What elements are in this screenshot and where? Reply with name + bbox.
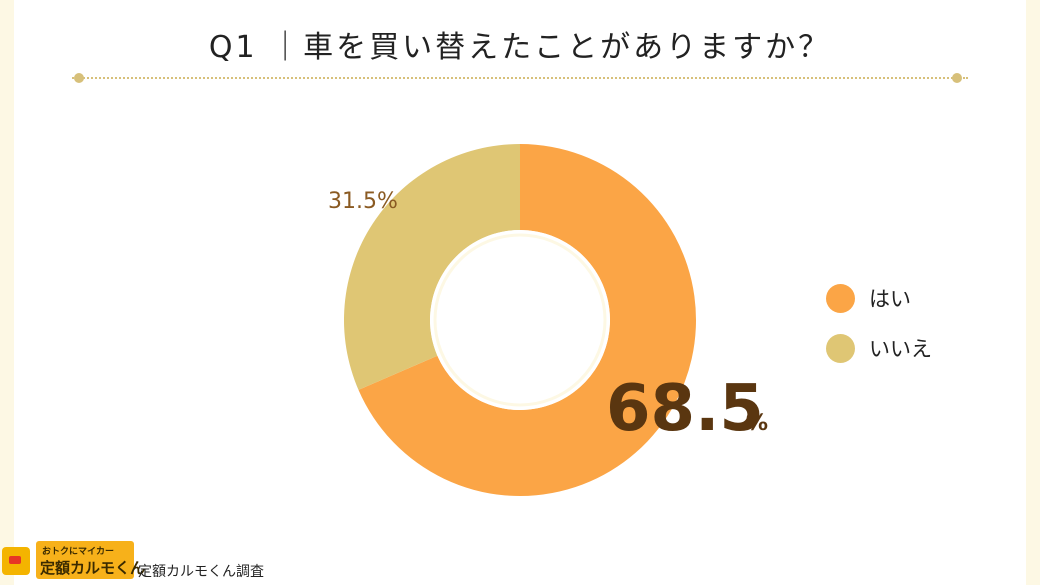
donut-hole [430,230,610,410]
brand-mark-icon [2,547,30,575]
legend-item-no: いいえ [826,333,932,363]
legend-label-yes: はい [869,287,911,311]
data-label-no: 31.5% [328,189,398,214]
brand-logo-tagline: おトクにマイカー [42,547,115,557]
divider-dot-left [74,73,84,83]
slice-yes [358,144,696,496]
source-credit: 定額カルモくん調査 [138,564,264,580]
slice-no [344,144,520,390]
brand-logo: おトクにマイカー 定額カルモくん [36,541,145,579]
data-label-yes-unit: % [746,411,768,436]
brand-logo-name: 定額カルモくん [40,559,146,577]
data-label-yes: 68.5 [606,372,764,446]
divider-dot-right [952,73,962,83]
page-title: Q1 ｜車を買い替えたことがありますか？ [208,30,832,65]
legend: はい いいえ [826,283,932,383]
legend-label-no: いいえ [869,337,932,361]
legend-swatch-no [826,333,855,363]
legend-swatch-yes [826,283,855,313]
legend-item-yes: はい [826,283,932,313]
footer: おトクにマイカー 定額カルモくん 定額カルモくん調査 [0,537,1040,585]
title-divider [72,77,968,79]
donut-inner-ring [433,233,607,407]
